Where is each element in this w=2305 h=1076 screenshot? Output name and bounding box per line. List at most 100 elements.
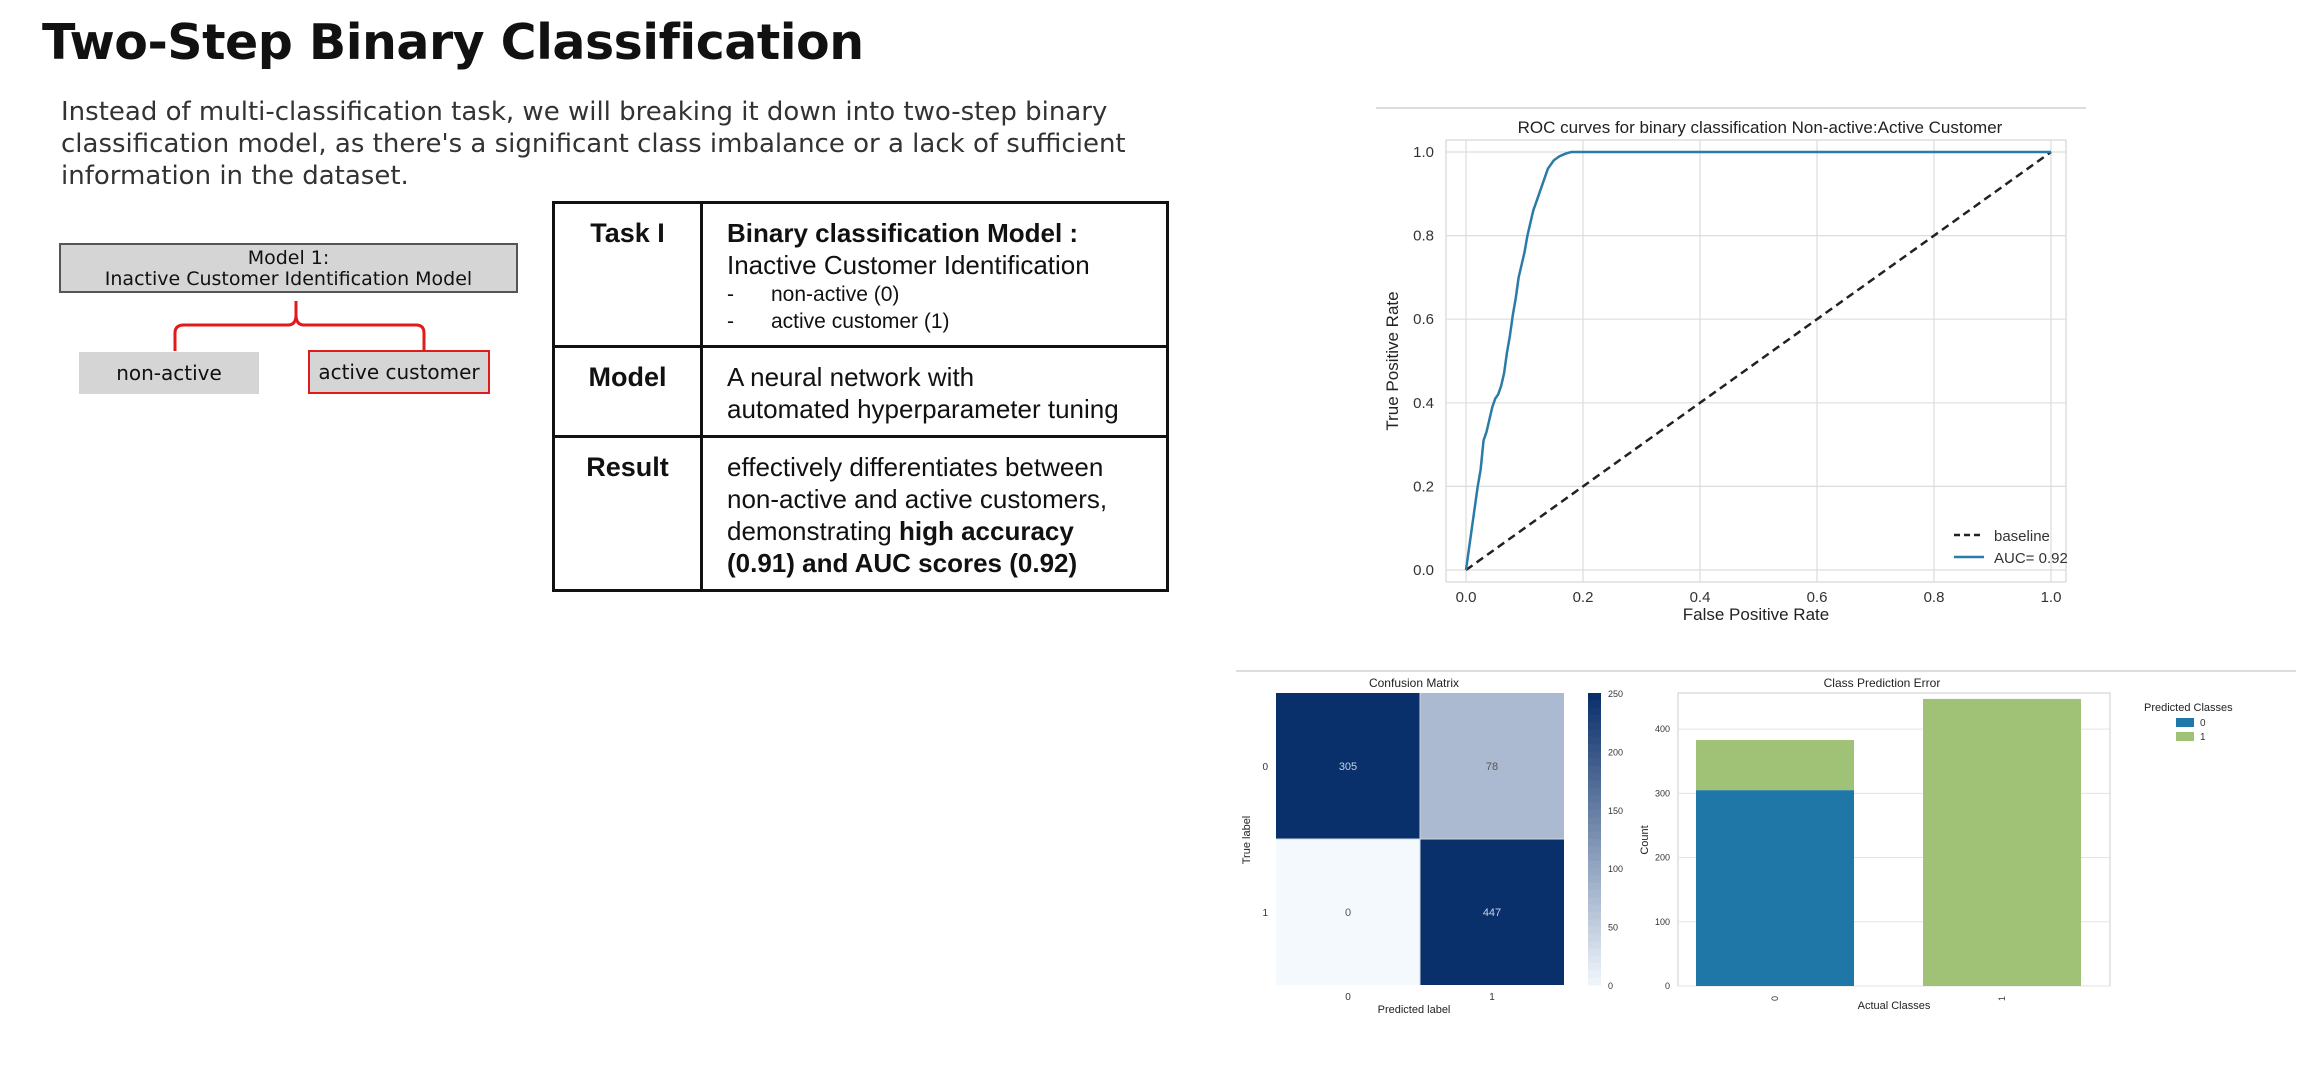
cpe-y-tick: 0 xyxy=(1665,981,1670,991)
result-label: Result xyxy=(552,435,703,592)
result-line: (0.91) and AUC scores (0.92) xyxy=(727,548,1078,578)
model-cell: A neural network with automated hyperpar… xyxy=(700,345,1169,438)
colorbar-segment xyxy=(1588,890,1601,898)
task-item-text: active customer (1) xyxy=(771,310,950,333)
cpe-y-tick: 100 xyxy=(1655,917,1670,927)
colorbar-segment xyxy=(1588,963,1601,971)
cpe-y-tick: 400 xyxy=(1655,724,1670,734)
model-label: Model xyxy=(552,345,703,438)
colorbar-segment xyxy=(1588,941,1601,949)
cm-cell xyxy=(1276,839,1420,985)
cm-cell-value: 447 xyxy=(1483,907,1501,919)
cpe-ticks: 0 100 200 300 400 0 1 xyxy=(1655,724,2007,1001)
colorbar-segment xyxy=(1588,802,1601,811)
cm-cell xyxy=(1276,693,1420,839)
intro-paragraph: Instead of multi-classification task, we… xyxy=(61,96,1126,192)
task-subtitle: Inactive Customer Identification xyxy=(727,250,1090,280)
colorbar-segment xyxy=(1588,714,1601,723)
y-tick-label: 0.8 xyxy=(1413,228,1434,245)
colorbar-tick: 100 xyxy=(1608,864,1623,874)
plot-area xyxy=(1445,139,2067,583)
split-bracket xyxy=(173,301,426,351)
intro-line: classification model, as there's a signi… xyxy=(61,129,1126,159)
cpe-y-label: Count xyxy=(1639,825,1651,854)
x-tick-label: 0.6 xyxy=(1807,589,1828,606)
y-ticks: 0.0 0.2 0.4 0.6 0.8 1.0 xyxy=(1413,144,1434,579)
colorbar-segment xyxy=(1588,860,1601,869)
y-axis-label: True Positive Rate xyxy=(1383,291,1402,430)
task-item-text: non-active (0) xyxy=(771,283,900,306)
result-text: demonstrating xyxy=(727,516,899,546)
model-box-line2: Inactive Customer Identification Model xyxy=(104,268,473,290)
confusion-matrix: 305 78 0 447 xyxy=(1276,693,1564,985)
y-tick-label: 0.4 xyxy=(1413,395,1434,412)
colorbar-segment xyxy=(1588,977,1601,986)
cpe-bars xyxy=(1696,698,2081,986)
cpe-x-label: Actual Classes xyxy=(1858,1000,1931,1012)
intro-line: Instead of multi-classification task, we… xyxy=(61,97,1108,127)
bullet-dash: - xyxy=(727,310,734,333)
colorbar-segment xyxy=(1588,875,1601,884)
cpe-bar xyxy=(1696,790,1854,986)
x-tick-label: 0.0 xyxy=(1456,589,1477,606)
bottom-charts: Confusion Matrix 305 78 0 447 0 1 0 1 Predicte… xyxy=(1236,670,2296,1016)
model-line: A neural network with xyxy=(727,362,975,392)
colorbar-segment xyxy=(1588,744,1601,752)
page-title: Two-Step Binary Classification xyxy=(42,14,864,71)
cpe-x-tick: 0 xyxy=(1770,996,1780,1001)
cpe-bar xyxy=(1923,698,2081,986)
bullet-dash: - xyxy=(727,283,734,306)
cm-title: Confusion Matrix xyxy=(1369,676,1459,690)
intro-line: information in the dataset. xyxy=(61,161,409,191)
colorbar-segment xyxy=(1588,795,1601,803)
leaf-active-customer: active customer xyxy=(308,350,490,394)
roc-curve xyxy=(1464,150,2051,571)
y-tick-label: 1.0 xyxy=(1413,144,1434,161)
cpe-legend-swatch-0 xyxy=(2176,718,2194,727)
colorbar-segment xyxy=(1588,839,1601,847)
cpe-bar xyxy=(1696,740,1854,791)
colorbar-segment xyxy=(1588,926,1601,935)
colorbar-segment xyxy=(1588,707,1601,716)
result-line: non-active and active customers, xyxy=(727,484,1108,514)
legend-label-baseline: baseline xyxy=(1994,528,2050,545)
colorbar-segment xyxy=(1588,912,1601,920)
table-row: Task I Binary classification Model : Ina… xyxy=(552,201,1169,348)
colorbar-segment xyxy=(1588,868,1601,876)
colorbar-segment xyxy=(1588,882,1601,891)
task-item: - non-active (0) xyxy=(727,281,1156,308)
cpe-y-tick: 200 xyxy=(1655,853,1670,863)
colorbar-segment xyxy=(1588,948,1601,957)
colorbar-segment xyxy=(1588,787,1601,796)
task-table: Task I Binary classification Model : Ina… xyxy=(552,201,1169,592)
cm-x-label: Predicted label xyxy=(1378,1004,1451,1016)
cpe-legend: Predicted Classes 0 1 xyxy=(2144,702,2233,743)
x-tick-label: 0.4 xyxy=(1690,589,1711,606)
colorbar-segment xyxy=(1588,758,1601,767)
cm-y-tick: 1 xyxy=(1262,908,1268,919)
colorbar-segment xyxy=(1588,773,1601,782)
colorbar-segment xyxy=(1588,766,1601,774)
y-tick-label: 0.2 xyxy=(1413,478,1434,495)
cpe-title: Class Prediction Error xyxy=(1824,676,1941,690)
baseline-line xyxy=(1465,150,2052,572)
cpe-legend-label-0: 0 xyxy=(2200,718,2206,729)
model-box: Model 1: Inactive Customer Identificatio… xyxy=(59,243,518,293)
legend-label-auc: AUC= 0.92 xyxy=(1994,550,2068,567)
result-highlight: high accuracy xyxy=(898,516,1074,546)
table-row: Model A neural network with automated hy… xyxy=(552,345,1169,438)
y-tick-label: 0.0 xyxy=(1413,562,1434,579)
colorbar: 0 50 100 150 200 250 xyxy=(1588,689,1623,991)
colorbar-tick: 150 xyxy=(1608,806,1623,816)
colorbar-segment xyxy=(1588,824,1601,833)
colorbar-segment xyxy=(1588,751,1601,760)
cm-x-tick: 1 xyxy=(1489,992,1495,1003)
colorbar-segment xyxy=(1588,729,1601,738)
colorbar-segment xyxy=(1588,919,1601,928)
x-ticks: 0.0 0.2 0.4 0.6 0.8 1.0 xyxy=(1456,589,2062,606)
roc-chart: ROC curves for binary classification Non… xyxy=(1376,107,2086,624)
colorbar-segment xyxy=(1588,846,1601,855)
leaf-non-active: non-active xyxy=(79,352,259,394)
colorbar-segment xyxy=(1588,736,1601,745)
cpe-legend-title: Predicted Classes xyxy=(2144,702,2233,714)
